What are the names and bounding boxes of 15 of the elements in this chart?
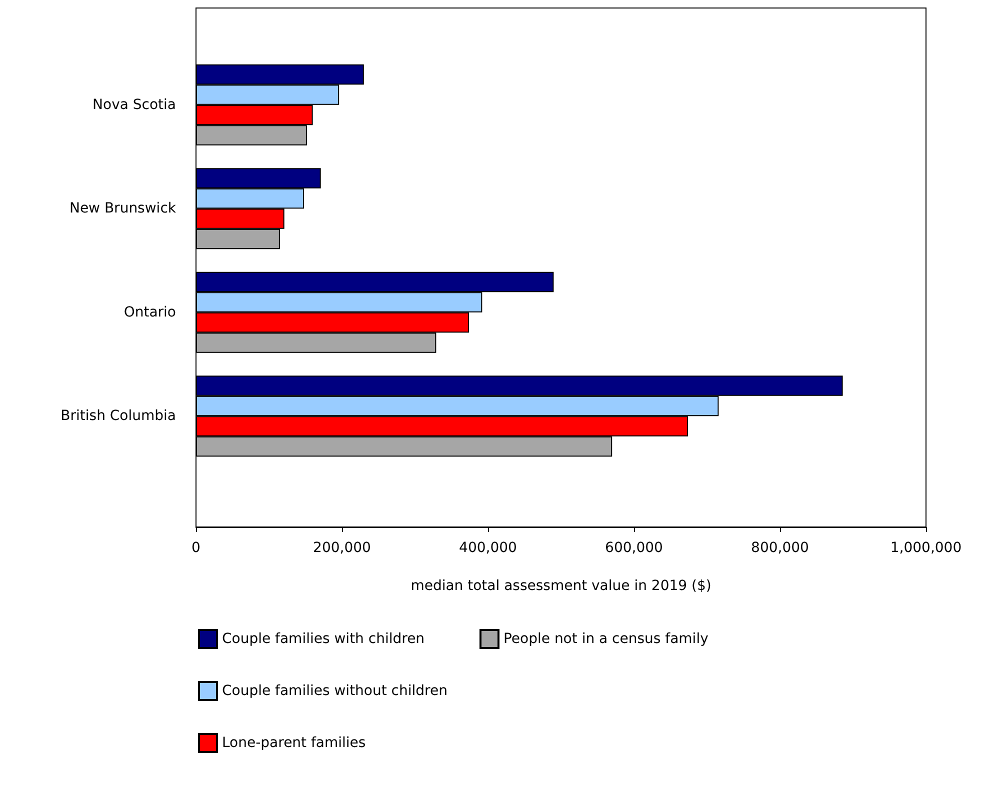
y-tick-label: New Brunswick <box>69 200 177 217</box>
y-tick-label: Ontario <box>124 304 176 320</box>
x-tick-label: 800,000 <box>751 540 809 556</box>
legend-label: People not in a census family <box>503 631 708 647</box>
y-tick-label: British Columbia <box>60 408 176 424</box>
x-tick-label: 600,000 <box>605 540 663 556</box>
legend-label: Couple families without children <box>222 683 448 699</box>
legend-label: Couple families with children <box>222 631 425 647</box>
x-tick-label: 0 <box>192 540 200 556</box>
y-tick-label: Nova Scotia <box>92 96 176 113</box>
x-tick-label: 1,000,000 <box>890 540 962 556</box>
x-tick-label: 400,000 <box>459 540 517 556</box>
x-axis-title: median total assessment value in 2019 ($) <box>410 578 712 594</box>
legend-label: Lone-parent families <box>222 735 366 751</box>
x-tick-label: 200,000 <box>313 540 371 556</box>
